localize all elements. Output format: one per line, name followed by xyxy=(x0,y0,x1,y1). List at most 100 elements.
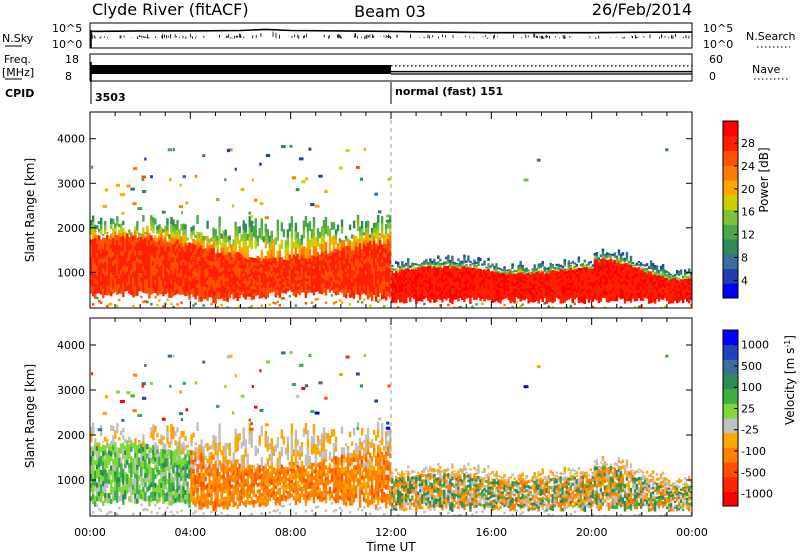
power-cell xyxy=(304,247,308,259)
power-cell xyxy=(236,292,239,297)
power-scatter xyxy=(216,197,220,201)
power-cell xyxy=(120,264,123,270)
power-cell xyxy=(607,273,611,278)
power-cell xyxy=(302,273,306,278)
power-cell xyxy=(354,281,358,287)
power-cell xyxy=(320,252,324,257)
power-cell xyxy=(350,273,354,278)
power-cell xyxy=(158,257,161,263)
power-cell xyxy=(561,283,564,287)
power-cell xyxy=(501,279,504,282)
power-cell xyxy=(110,238,113,245)
power-cell xyxy=(497,312,499,315)
power-cell xyxy=(475,294,478,298)
power-cell xyxy=(581,264,585,267)
freq-label-2: [MHz] xyxy=(2,66,34,79)
power-cell xyxy=(140,272,143,278)
power-cell xyxy=(596,311,598,314)
power-cell xyxy=(102,243,105,249)
power-cell xyxy=(320,259,324,264)
power-cell xyxy=(463,271,466,276)
power-cell xyxy=(312,236,316,247)
power-cell xyxy=(136,229,139,235)
power-cell xyxy=(689,294,692,297)
power-cell xyxy=(98,249,101,255)
power-cell xyxy=(599,297,603,302)
power-cell xyxy=(384,243,388,249)
power-cell xyxy=(126,266,129,272)
power-cell xyxy=(350,265,354,270)
power-cell xyxy=(605,284,609,289)
power-cell xyxy=(266,258,269,262)
power-cell xyxy=(581,282,585,286)
power-cell xyxy=(515,301,518,304)
power-cell xyxy=(627,279,631,283)
power-cell xyxy=(310,264,314,269)
power-cell xyxy=(258,288,261,293)
y-tick-label: 1000 xyxy=(57,266,85,279)
power-cell xyxy=(316,258,320,263)
power-cell xyxy=(657,279,661,283)
power-cell xyxy=(457,286,460,291)
power-cell xyxy=(557,285,560,288)
power-cell xyxy=(370,291,374,297)
power-cell xyxy=(246,264,249,269)
power-cell xyxy=(234,252,237,257)
power-cell xyxy=(605,291,609,296)
power-cell xyxy=(228,252,231,257)
power-cell xyxy=(306,269,310,273)
power-cell xyxy=(134,250,137,256)
power-cell xyxy=(575,283,579,286)
power-cell xyxy=(330,294,334,297)
power-cell xyxy=(164,254,167,260)
power-cell xyxy=(603,291,607,295)
power-cell xyxy=(202,245,205,250)
power-cell xyxy=(549,262,552,266)
power-cell xyxy=(140,286,143,292)
power-cell xyxy=(244,267,247,272)
power-cell xyxy=(655,286,659,290)
power-cell xyxy=(100,280,103,286)
power-cell xyxy=(292,267,296,272)
power-cell xyxy=(196,248,199,254)
power-cell xyxy=(573,281,577,285)
power-cell xyxy=(304,284,308,289)
power-cell xyxy=(423,279,426,283)
power-cell xyxy=(523,278,526,282)
power-cell xyxy=(663,280,667,284)
power-cell xyxy=(483,260,486,264)
power-cell xyxy=(338,263,342,268)
power-cell xyxy=(94,272,97,279)
power-cell xyxy=(511,280,514,284)
power-cell xyxy=(202,304,205,307)
power-cell xyxy=(316,274,320,279)
colorbar-swatch xyxy=(723,194,738,210)
power-cell xyxy=(593,285,597,290)
power-cell xyxy=(106,231,109,234)
power-cell xyxy=(352,278,356,283)
power-cell xyxy=(118,264,121,270)
power-cell xyxy=(102,282,105,289)
power-cell xyxy=(292,254,296,259)
power-cell xyxy=(533,292,536,296)
power-cell xyxy=(306,258,310,262)
power-cell xyxy=(228,259,231,265)
power-cell xyxy=(284,279,288,283)
power-cell xyxy=(364,221,368,228)
power-cell xyxy=(445,280,448,284)
power-cell xyxy=(403,265,406,268)
power-cell xyxy=(683,273,687,277)
power-cell xyxy=(677,300,681,303)
freq-tick-top: 18 xyxy=(65,53,79,66)
power-cell xyxy=(393,277,396,281)
power-cell xyxy=(463,286,466,291)
power-cell xyxy=(571,283,575,287)
power-cell xyxy=(449,288,452,292)
power-cell xyxy=(210,284,213,290)
power-cell xyxy=(515,270,518,272)
power-cell xyxy=(266,271,269,275)
power-cell xyxy=(603,271,607,276)
power-cell xyxy=(174,241,177,247)
power-cell xyxy=(629,262,633,266)
power-cell xyxy=(182,234,185,241)
